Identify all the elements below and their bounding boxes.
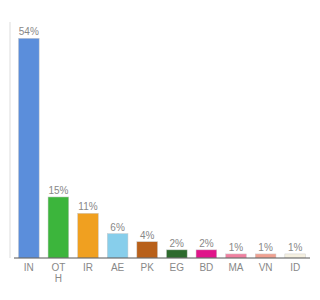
bar	[107, 234, 128, 258]
bar	[255, 254, 276, 258]
x-tick-label: ID	[290, 262, 300, 273]
chart: 54% 15% 11% 6% 4% 2% 2% 1% 1% 1% IN OTH IR AE PK EG BD MA…	[0, 0, 320, 300]
chart-container: 54% 15% 11% 6% 4% 2% 2% 1% 1% 1% IN OTH IR AE PK EG BD MA…	[0, 0, 320, 300]
bar	[226, 254, 247, 258]
bar	[285, 254, 306, 258]
x-tick-label: OTH	[51, 262, 65, 284]
data-label: 11%	[78, 201, 97, 212]
bar	[48, 197, 69, 258]
y-range-line	[10, 22, 11, 258]
data-label: 6%	[110, 222, 125, 233]
bar	[196, 250, 217, 258]
bar	[166, 250, 187, 258]
x-tick-label: EG	[170, 262, 185, 273]
data-label: 2%	[199, 238, 214, 249]
bar	[78, 213, 99, 258]
bars	[18, 38, 305, 258]
bar	[18, 38, 39, 258]
data-label: 54%	[19, 26, 39, 37]
x-axis-line	[14, 258, 310, 259]
x-tick-label: IR	[83, 262, 93, 273]
x-tick-label: IN	[24, 262, 34, 273]
x-tick-label: VN	[259, 262, 273, 273]
data-label: 2%	[170, 238, 185, 249]
x-tick-label: BD	[199, 262, 213, 273]
data-label: 4%	[140, 230, 155, 241]
x-tick-label: MA	[229, 262, 244, 273]
data-labels: 54% 15% 11% 6% 4% 2% 2% 1% 1% 1%	[19, 26, 303, 253]
data-label: 1%	[229, 242, 244, 253]
bar	[137, 242, 158, 258]
x-tick-label: AE	[111, 262, 125, 273]
x-tick-label: PK	[141, 262, 155, 273]
data-label: 15%	[48, 185, 68, 196]
x-tick-labels: IN OTH IR AE PK EG BD MA VN ID	[24, 262, 300, 284]
data-label: 1%	[288, 242, 303, 253]
data-label: 1%	[258, 242, 273, 253]
